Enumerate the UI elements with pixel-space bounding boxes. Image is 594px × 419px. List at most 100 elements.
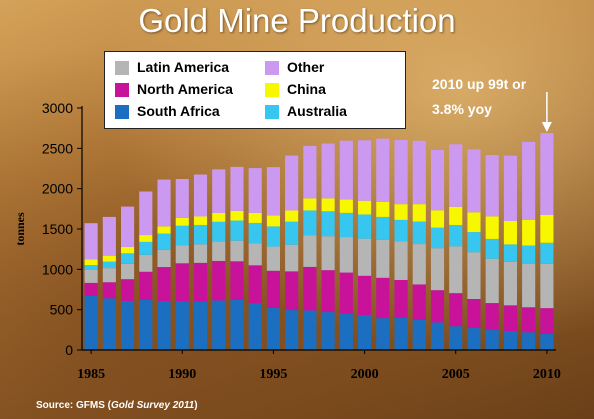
bar-segment-australia-1994	[248, 222, 262, 244]
x-tick-label: 2000	[351, 367, 379, 382]
bar-segment-north-america-1996	[285, 271, 299, 311]
bar-segment-north-america-2003	[412, 284, 426, 320]
bar-segment-north-america-2010	[540, 308, 554, 334]
bar-segment-australia-1993	[230, 220, 244, 241]
bar-segment-china-1989	[157, 226, 171, 234]
bar-segment-north-america-2009	[522, 307, 536, 333]
bar-segment-south-africa-1989	[157, 300, 171, 350]
bar-segment-latin-america-1996	[285, 244, 299, 272]
chart-legend: Latin America Other North America China …	[104, 51, 406, 129]
bar-segment-china-1991	[193, 216, 208, 225]
bar-segment-north-america-1995	[266, 270, 280, 308]
y-tick-label: 500	[50, 302, 74, 318]
bar-segment-north-america-1993	[230, 261, 244, 300]
bar-segment-south-africa-1990	[175, 301, 189, 350]
bar-segment-china-1997	[303, 198, 317, 211]
bar-segment-china-1990	[175, 217, 189, 226]
bar-segment-other-1993	[230, 166, 244, 211]
bar-segment-other-1997	[303, 145, 317, 199]
bar-segment-south-africa-1992	[212, 300, 226, 350]
bar-segment-australia-2004	[430, 227, 445, 249]
bar-segment-south-africa-1994	[248, 303, 262, 350]
bar-segment-south-africa-2001	[376, 318, 390, 350]
bar-segment-latin-america-1987	[121, 263, 135, 280]
bar-segment-north-america-1998	[321, 270, 335, 313]
x-tick-label: 2010	[533, 367, 561, 382]
bar-segment-north-america-2000	[358, 275, 372, 316]
bar-segment-china-2010	[540, 214, 554, 243]
bar-segment-north-america-2008	[503, 305, 517, 332]
bar-segment-australia-1985	[84, 265, 98, 270]
legend-swatch	[115, 105, 129, 119]
bar-segment-china-2001	[376, 201, 390, 217]
bar-segment-other-2000	[358, 140, 372, 201]
bar-segment-latin-america-1986	[102, 268, 116, 283]
bar-segment-china-2000	[358, 200, 372, 215]
legend-label: Latin America	[137, 59, 230, 75]
bar-segment-australia-2002	[394, 219, 408, 242]
x-tick-label: 1995	[259, 367, 287, 382]
bar-segment-south-africa-2006	[467, 328, 481, 350]
bar-segment-north-america-2004	[430, 290, 445, 323]
source-note: Source: GFMS (Gold Survey 2011)	[36, 400, 198, 411]
bar-segment-china-1994	[248, 212, 262, 223]
y-tick-label: 1500	[42, 221, 73, 237]
bar-segment-latin-america-2002	[394, 241, 408, 280]
bar-segment-china-2005	[449, 206, 463, 225]
bar-segment-china-1998	[321, 198, 335, 212]
bar-segment-south-africa-1986	[102, 298, 116, 350]
bar-segment-north-america-1999	[339, 272, 353, 314]
bar-segment-north-america-1990	[175, 263, 189, 302]
legend-swatch	[115, 61, 129, 75]
bar-segment-south-africa-2008	[503, 331, 517, 350]
annotation-line-1: 2010 up 99t or	[432, 76, 527, 92]
bar-segment-other-1999	[339, 140, 353, 200]
bar-segment-china-2002	[394, 204, 408, 220]
bar-segment-south-africa-1998	[321, 312, 335, 350]
annotation-line-2: 3.8% yoy	[432, 101, 492, 117]
bar-segment-other-2007	[485, 155, 499, 217]
bar-segment-other-1990	[175, 178, 189, 218]
bar-segment-other-2009	[522, 141, 536, 220]
bar-segment-south-africa-1987	[121, 300, 135, 350]
bar-segment-australia-1992	[212, 221, 226, 242]
bar-segment-other-2010	[540, 133, 554, 215]
bar-segment-south-africa-2003	[412, 319, 426, 350]
bar-segment-latin-america-1997	[303, 235, 317, 267]
bar-segment-north-america-1988	[139, 271, 153, 300]
bar-segment-latin-america-1991	[193, 244, 208, 263]
bar-segment-other-2001	[376, 138, 390, 202]
bar-segment-other-1996	[285, 155, 299, 211]
bar-segment-north-america-1986	[102, 282, 116, 299]
bar-segment-south-africa-2002	[394, 317, 408, 350]
bar-segment-north-america-1992	[212, 260, 226, 301]
bar-segment-south-africa-1996	[285, 310, 299, 350]
bar-segment-australia-1987	[121, 253, 135, 264]
bar-segment-australia-2009	[522, 245, 536, 264]
bar-segment-south-africa-1988	[139, 299, 153, 350]
bar-segment-australia-1990	[175, 225, 189, 246]
y-tick-label: 3000	[42, 100, 73, 116]
bar-segment-north-america-2001	[376, 277, 390, 319]
bar-segment-other-1995	[266, 167, 280, 216]
bar-segment-latin-america-2000	[358, 238, 372, 276]
source-suffix: )	[194, 400, 198, 411]
bar-segment-china-2007	[485, 216, 499, 239]
bar-segment-south-africa-2000	[358, 315, 372, 350]
y-tick-label: 2500	[42, 140, 73, 156]
bar-segment-latin-america-1990	[175, 245, 189, 264]
bar-segment-latin-america-2005	[449, 246, 463, 294]
legend-label: North America	[137, 81, 233, 97]
legend-swatch	[115, 83, 129, 97]
legend-label: Other	[287, 59, 325, 75]
bar-segment-south-africa-1997	[303, 310, 317, 350]
legend-swatch	[265, 105, 279, 119]
bar-segment-latin-america-2009	[522, 263, 536, 308]
legend-label: Australia	[287, 103, 347, 119]
bar-segment-north-america-2006	[467, 299, 481, 329]
bar-segment-australia-2000	[358, 214, 372, 239]
bar-segment-china-1995	[266, 215, 280, 227]
bar-segment-latin-america-2010	[540, 263, 554, 309]
